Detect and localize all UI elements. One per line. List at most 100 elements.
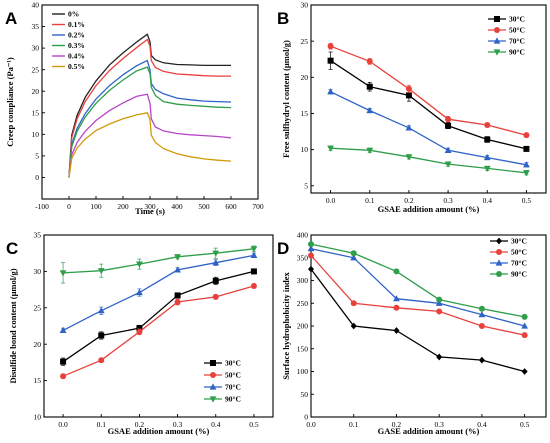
- x-tick-label: 700: [252, 202, 264, 211]
- y-tick-label: 200: [297, 322, 309, 331]
- x-tick-label: 0.2: [392, 420, 402, 429]
- legend-marker: [494, 16, 500, 22]
- series-2: [59, 251, 258, 333]
- legend-label: 0.5%: [68, 62, 85, 71]
- x-tick-label: 500: [198, 202, 210, 211]
- series-3: [68, 66, 232, 178]
- data-point: [405, 154, 413, 161]
- y-tick-label: 400: [297, 231, 309, 240]
- legend-marker: [494, 27, 500, 33]
- legend-label: 50°C: [509, 26, 525, 35]
- data-point: [327, 145, 334, 152]
- data-point: [366, 147, 374, 154]
- data-point: [523, 170, 530, 177]
- data-point: [350, 300, 357, 307]
- legend-marker: [493, 49, 501, 56]
- data-point: [136, 288, 143, 296]
- x-tick-label: 0.1: [349, 420, 359, 429]
- y-tick-label: 300: [297, 276, 309, 285]
- x-tick-label: 0.1: [365, 196, 375, 205]
- data-point: [307, 245, 315, 252]
- data-point: [523, 132, 530, 139]
- series-line: [68, 33, 231, 178]
- y-tick-label: 10: [301, 145, 309, 154]
- series-0: [68, 33, 231, 178]
- legend-label: 30°C: [225, 359, 241, 368]
- y-tick-label: 15: [301, 109, 309, 118]
- legend-label: 0%: [68, 10, 79, 19]
- data-point: [250, 268, 257, 275]
- x-tick-label: 200: [117, 202, 129, 211]
- y-tick-label: 30: [301, 1, 309, 10]
- data-point: [327, 88, 334, 95]
- y-tick-label: 25: [301, 37, 309, 46]
- data-point: [174, 266, 181, 273]
- y-tick-label: 50: [301, 390, 309, 399]
- x-tick-label: 0.0: [326, 196, 336, 205]
- data-point: [212, 250, 220, 257]
- legend-label: 90°C: [509, 48, 525, 57]
- series-line: [68, 93, 232, 178]
- series-line: [330, 147, 527, 174]
- data-point: [97, 268, 105, 275]
- data-point: [308, 241, 314, 248]
- series-line: [310, 248, 525, 327]
- y-axis-title: Surface hydrophobicity index: [281, 271, 291, 379]
- legend: 30°C 50°C 70°C 90°C: [488, 15, 525, 57]
- legend-label: 90°C: [225, 395, 241, 404]
- y-tick-label: 35: [32, 22, 40, 31]
- series-line: [63, 248, 254, 274]
- legend-label: 70°C: [511, 259, 527, 268]
- data-point: [327, 57, 334, 64]
- series-2: [68, 59, 232, 178]
- y-tick-label: 10: [32, 130, 40, 139]
- x-tick-label: 0.0: [306, 420, 316, 429]
- panel-letter: C: [6, 239, 18, 258]
- x-tick-label: 600: [225, 202, 237, 211]
- legend-marker: [496, 237, 502, 245]
- data-point: [478, 305, 485, 312]
- panel-letter: D: [277, 239, 289, 258]
- legend-label: 0.3%: [68, 41, 85, 50]
- data-point: [435, 299, 443, 306]
- data-point: [327, 43, 334, 50]
- x-tick-label: 0.1: [97, 420, 107, 429]
- series-4: [68, 93, 232, 178]
- y-axis-title: Creep compliance (Pa⁻¹): [5, 57, 15, 147]
- data-point: [250, 246, 258, 253]
- data-point: [521, 313, 528, 320]
- y-axis-title: Free sulfhydryl content (μmol/g): [281, 40, 291, 158]
- series-3: [327, 145, 530, 177]
- data-point: [60, 358, 67, 365]
- data-point: [445, 116, 452, 123]
- data-point: [436, 296, 443, 303]
- x-tick-label: 0.2: [404, 196, 414, 205]
- x-tick-label: 400: [171, 202, 183, 211]
- series-1: [327, 42, 530, 139]
- y-tick-label: 0: [35, 173, 39, 182]
- legend-label: 70°C: [509, 37, 525, 46]
- data-point: [521, 368, 528, 375]
- y-tick-label: 350: [297, 253, 309, 262]
- plot-frame: [43, 234, 274, 418]
- data-point: [174, 292, 181, 299]
- legend-marker: [210, 360, 216, 366]
- panel-a: A -100 0 100 200 300 400 500 600 700 0 5 10 15 20 25 30 3…: [5, 1, 264, 216]
- data-point: [59, 270, 67, 277]
- x-tick-label: 0.3: [434, 420, 444, 429]
- y-tick-label: 15: [34, 376, 42, 385]
- data-point: [212, 259, 220, 266]
- data-point: [350, 250, 357, 257]
- x-tick-label: 100: [90, 202, 102, 211]
- data-point: [478, 356, 485, 364]
- data-point: [444, 146, 452, 153]
- data-point: [523, 161, 530, 168]
- data-point: [136, 325, 143, 332]
- data-point: [436, 308, 443, 315]
- legend: 30°C 50°C 70°C 90°C: [490, 237, 527, 279]
- y-tick-label: 0: [304, 413, 308, 422]
- data-point: [405, 85, 412, 92]
- panel-b: B 0.0 0.1 0.2 0.3 0.4 0.5 5 10 15 20 25 30 GSAE addit…: [277, 1, 547, 214]
- x-tick-label: 0.3: [443, 196, 453, 205]
- data-point: [174, 254, 181, 261]
